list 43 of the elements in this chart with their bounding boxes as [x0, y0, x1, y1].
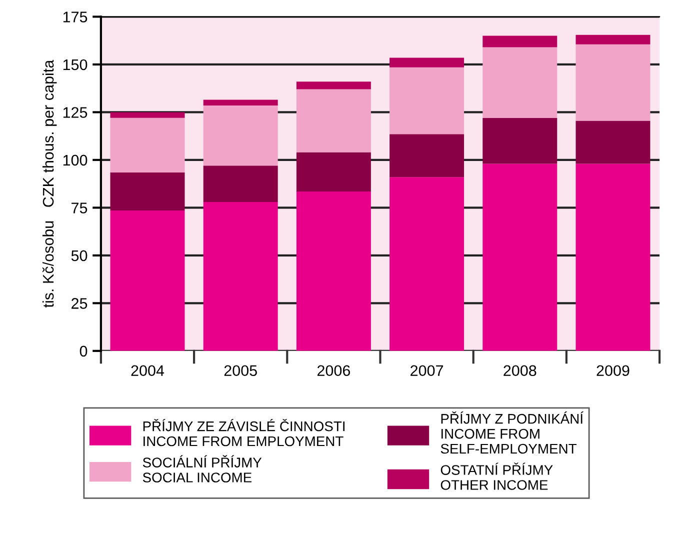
y-tick-label: 125	[63, 107, 88, 118]
bar	[576, 120, 650, 164]
x-tick-label: 2004	[131, 365, 164, 376]
x-tick-label: 2008	[504, 365, 536, 376]
legend-label: SOCIÁLNÍ PŘÍJMY SOCIAL INCOME	[142, 455, 262, 482]
bar	[482, 47, 558, 118]
bar	[390, 177, 464, 351]
bar	[482, 164, 558, 351]
legend-label: PŘÍJMY Z PODNIKÁNÍ INCOME FROM SELF-EMPLOYMENT	[440, 411, 584, 454]
bar	[110, 172, 185, 211]
bar	[296, 89, 371, 152]
bar	[110, 118, 185, 172]
bar	[390, 67, 464, 134]
bar	[482, 36, 558, 48]
legend-label: OSTATNÍ PŘÍJMY OTHER INCOME	[440, 462, 553, 490]
y-tick-label: 50	[71, 250, 88, 262]
x-tick-label: 2006	[317, 365, 350, 376]
bar	[576, 164, 650, 351]
bar	[576, 34, 650, 44]
bar	[296, 191, 371, 351]
bar	[576, 44, 650, 121]
y-tick-label: 0	[80, 346, 88, 357]
bar	[390, 134, 464, 178]
y-tick-label: 75	[72, 202, 88, 214]
bar	[482, 118, 558, 164]
y-tick-label: 175	[63, 12, 88, 22]
bar	[203, 106, 278, 166]
x-tick-label: 2007	[410, 365, 444, 376]
bar	[203, 166, 278, 202]
bar	[390, 58, 464, 68]
bar	[203, 100, 278, 106]
y-tick-label: 25	[72, 298, 88, 309]
y-tick-label: 150	[63, 59, 88, 70]
bar	[110, 210, 185, 351]
y-axis-title: tis. Kč/osobu CZK thous. per capita	[42, 60, 57, 308]
bar	[296, 152, 371, 192]
bar	[296, 82, 371, 90]
bar	[110, 112, 185, 118]
x-tick-label: 2009	[596, 365, 630, 376]
bar	[203, 202, 278, 351]
legend-label: PŘÍJMY ZE ZÁVISLÉ ČINNOSTI INCOME FROM EMPLOYMENT	[143, 418, 344, 446]
y-tick-label: 100	[63, 154, 88, 166]
x-tick-label: 2005	[224, 365, 257, 376]
